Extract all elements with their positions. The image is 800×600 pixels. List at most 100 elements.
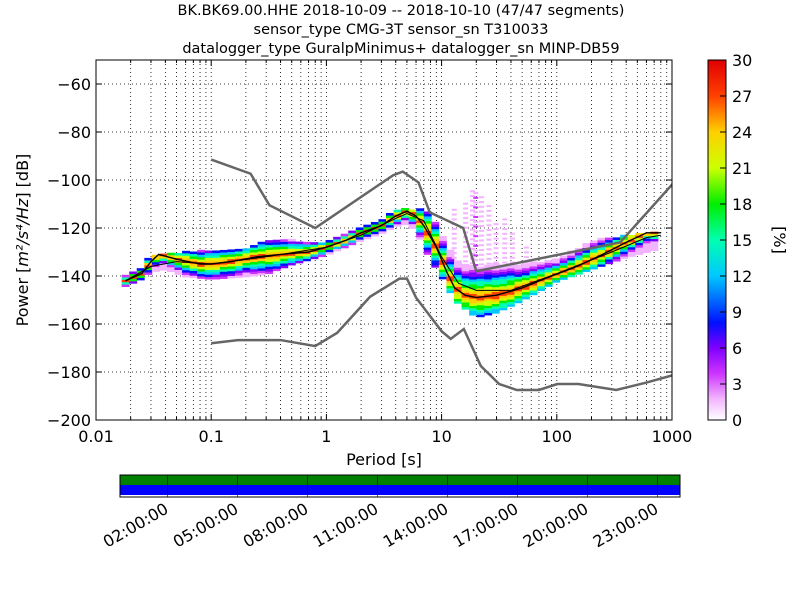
heatmap-cell bbox=[340, 238, 349, 242]
heatmap-cell bbox=[582, 243, 591, 246]
heatmap-cell bbox=[605, 244, 614, 248]
heatmap-cell bbox=[589, 240, 598, 244]
heatmap-cell bbox=[506, 296, 515, 300]
heatmap-cell bbox=[451, 218, 457, 221]
heatmap-cell bbox=[469, 274, 478, 278]
heatmap-cell bbox=[559, 262, 568, 266]
heatmap-cell bbox=[473, 244, 479, 247]
heatmap-cell bbox=[197, 271, 206, 275]
heatmap-cell bbox=[325, 242, 334, 245]
heatmap-cell bbox=[521, 294, 530, 297]
heatmap-cell bbox=[463, 212, 469, 215]
heatmap-cell bbox=[446, 249, 455, 253]
heatmap-cell bbox=[521, 279, 530, 283]
heatmap-cell bbox=[423, 252, 432, 255]
heatmap-cell bbox=[257, 265, 266, 269]
heatmap-cell bbox=[257, 258, 266, 262]
heatmap-cell bbox=[479, 229, 485, 232]
heatmap-cell bbox=[567, 265, 576, 268]
heatmap-cell bbox=[486, 248, 492, 251]
heatmap-cell bbox=[386, 212, 394, 216]
heatmap-cell bbox=[438, 269, 447, 273]
heatmap-cell bbox=[348, 232, 357, 236]
heatmap-cell bbox=[582, 269, 591, 273]
heatmap-cell bbox=[272, 249, 281, 252]
heatmap-cell bbox=[559, 258, 568, 261]
heatmap-cell bbox=[242, 260, 251, 263]
heatmap-cell bbox=[567, 253, 576, 256]
heatmap-cell bbox=[612, 244, 621, 248]
heatmap-cell bbox=[499, 290, 508, 294]
heatmap-cell bbox=[635, 249, 644, 253]
heatmap-cell bbox=[280, 239, 289, 242]
heatmap-cell bbox=[318, 242, 326, 246]
heatmap-cell bbox=[302, 258, 311, 262]
heatmap-cell bbox=[227, 256, 236, 260]
heatmap-cell bbox=[479, 234, 485, 237]
heatmap-cell bbox=[453, 291, 462, 295]
heatmap-cell bbox=[486, 262, 492, 265]
heatmap-cell bbox=[302, 241, 311, 245]
heatmap-cell bbox=[463, 202, 469, 205]
heatmap-cell bbox=[491, 282, 500, 285]
heatmap-cell bbox=[469, 300, 478, 304]
heatmap-cell bbox=[227, 249, 236, 253]
heatmap-cell bbox=[212, 257, 221, 261]
heatmap-cell bbox=[250, 254, 258, 258]
heatmap-cell bbox=[212, 267, 221, 270]
heatmap-cell bbox=[423, 213, 432, 217]
heatmap-cell bbox=[620, 239, 629, 243]
heatmap-cell bbox=[461, 263, 470, 267]
heatmap-cell bbox=[363, 234, 372, 237]
heatmap-cell bbox=[212, 274, 221, 278]
heatmap-cell bbox=[491, 303, 500, 307]
heatmap-cell bbox=[597, 257, 606, 260]
x-axis-label: Period [s] bbox=[346, 450, 422, 469]
noise-model-curves bbox=[125, 158, 672, 392]
heatmap-cell bbox=[473, 240, 479, 242]
heatmap-cell bbox=[378, 219, 387, 222]
heatmap-cell bbox=[469, 272, 478, 275]
heatmap-cell bbox=[544, 267, 553, 271]
heatmap-cell bbox=[151, 266, 160, 270]
heatmap-cell bbox=[635, 242, 644, 246]
availability-time-label: 14:00:00 bbox=[380, 499, 452, 551]
heatmap-cell bbox=[473, 196, 479, 199]
heatmap-cell bbox=[355, 227, 364, 231]
heatmap-cell bbox=[212, 269, 221, 273]
heatmap-cell bbox=[521, 263, 530, 266]
heatmap-cell bbox=[416, 225, 425, 228]
heatmap-cell bbox=[506, 275, 515, 278]
heatmap-cell bbox=[612, 251, 621, 255]
availability-time-label: 11:00:00 bbox=[310, 499, 382, 551]
heatmap-cell bbox=[461, 295, 470, 298]
heatmap-cell bbox=[423, 221, 432, 224]
heatmap-cell bbox=[461, 299, 470, 303]
heatmap-cell bbox=[484, 303, 493, 306]
heatmap-cell bbox=[219, 271, 228, 275]
heatmap-cell bbox=[469, 308, 478, 311]
heatmap-cell bbox=[333, 246, 342, 250]
heatmap-cell bbox=[493, 261, 499, 264]
heatmap-cell bbox=[212, 276, 221, 280]
heatmap-cell bbox=[514, 271, 523, 275]
heatmap-cell bbox=[499, 266, 508, 270]
heatmap-cell bbox=[438, 240, 447, 244]
heatmap-cell bbox=[499, 269, 508, 272]
heatmap-cell bbox=[234, 251, 243, 254]
heatmap-cell bbox=[219, 276, 228, 279]
heatmap-cell bbox=[272, 256, 281, 260]
heatmap-cell bbox=[473, 254, 479, 257]
heatmap-cell bbox=[463, 241, 469, 244]
heatmap-cell bbox=[280, 248, 289, 252]
heatmap-cell bbox=[370, 224, 379, 227]
heatmap-cell bbox=[242, 272, 251, 275]
heatmap-cell bbox=[537, 281, 546, 284]
x-tick-label: 10 bbox=[431, 427, 451, 446]
heatmap-cell bbox=[523, 256, 529, 259]
colorbar-tick-label: 9 bbox=[732, 303, 742, 322]
availability-time-label: 17:00:00 bbox=[450, 499, 522, 551]
heatmap-cell bbox=[182, 262, 191, 266]
heatmap-cell bbox=[514, 274, 523, 277]
heatmap-cell bbox=[242, 269, 251, 273]
